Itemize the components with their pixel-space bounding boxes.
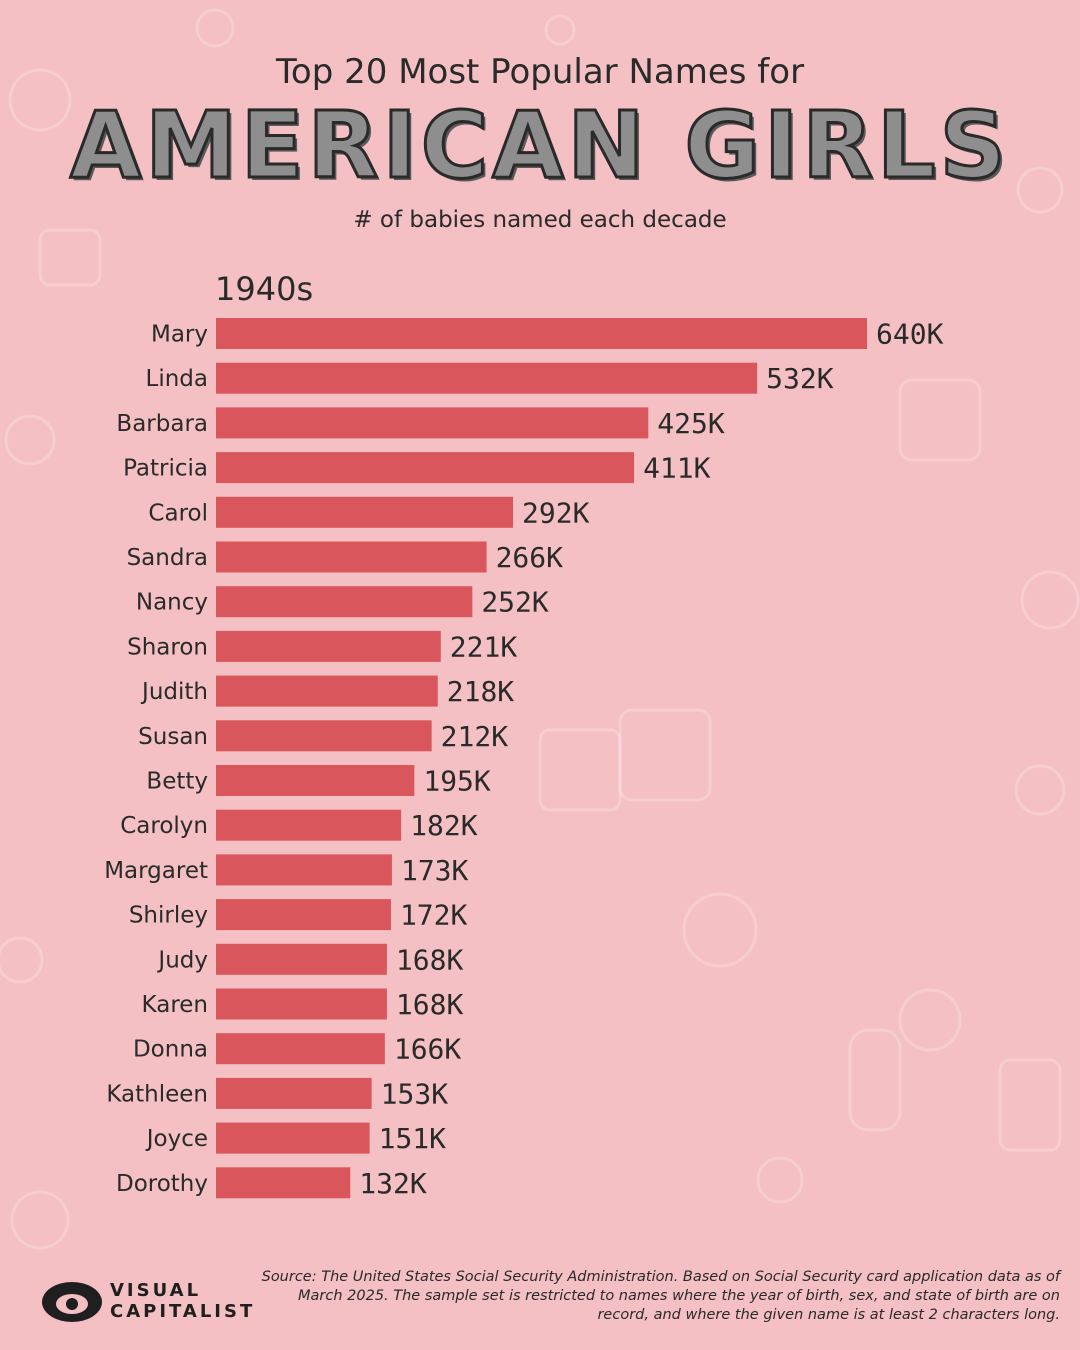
category-label: Kathleen — [106, 1081, 208, 1107]
bar-sandra — [216, 541, 487, 573]
category-label: Dorothy — [116, 1171, 208, 1197]
bar-linda — [216, 362, 758, 394]
category-label: Donna — [133, 1037, 208, 1063]
category-label: Nancy — [136, 590, 208, 616]
value-label: 153K — [381, 1077, 449, 1110]
category-label: Judith — [140, 679, 208, 705]
category-label: Sharon — [127, 634, 208, 660]
value-label: 640K — [876, 318, 944, 351]
value-label: 168K — [396, 988, 464, 1021]
category-label: Shirley — [129, 903, 208, 929]
value-label: 182K — [410, 809, 478, 842]
logo-line-2: CAPITALIST — [110, 1301, 256, 1322]
value-label: 218K — [447, 675, 515, 708]
value-label: 411K — [643, 452, 711, 485]
value-label: 173K — [401, 854, 469, 887]
value-label: 132K — [359, 1167, 427, 1200]
category-label: Sandra — [127, 545, 208, 571]
visual-capitalist-logo-icon — [42, 1282, 102, 1322]
value-label: 168K — [396, 943, 464, 976]
category-label: Karen — [142, 992, 208, 1018]
source-note: Source: The United States Social Securit… — [261, 1269, 1060, 1323]
bar-carol — [216, 496, 514, 528]
bar-judy — [216, 943, 387, 975]
category-label: Margaret — [104, 858, 208, 884]
category-label: Carol — [148, 500, 208, 526]
bar-patricia — [216, 452, 635, 484]
bar-margaret — [216, 854, 392, 886]
page-title: AMERICAN GIRLS — [69, 91, 1010, 201]
bar-dorothy — [216, 1167, 351, 1199]
category-label: Judy — [156, 947, 208, 973]
value-label: 252K — [481, 586, 549, 619]
value-label: 221K — [450, 630, 518, 663]
category-label: Carolyn — [120, 813, 208, 839]
bar-kathleen — [216, 1077, 372, 1109]
bar-donna — [216, 1033, 385, 1065]
value-label: 195K — [423, 765, 491, 798]
category-label: Betty — [146, 769, 208, 795]
value-label: 266K — [496, 541, 564, 574]
bar-sharon — [216, 630, 441, 662]
decade-label: 1940s — [215, 270, 314, 308]
value-label: 532K — [766, 362, 834, 395]
value-label: 212K — [441, 720, 509, 753]
bar-judith — [216, 675, 438, 707]
category-label: Patricia — [123, 456, 208, 482]
category-label: Linda — [146, 366, 208, 392]
bar-betty — [216, 765, 415, 796]
value-label: 292K — [522, 496, 590, 529]
bar-karen — [216, 988, 387, 1020]
category-label: Susan — [138, 724, 208, 750]
subtitle: # of babies named each decade — [353, 207, 727, 233]
value-label: 166K — [394, 1033, 462, 1066]
bar-carolyn — [216, 809, 402, 841]
logo: VISUAL CAPITALIST — [40, 1276, 260, 1326]
category-label: Joyce — [145, 1126, 208, 1152]
bar-mary — [216, 318, 867, 349]
pre-title: Top 20 Most Popular Names for — [275, 52, 805, 92]
value-label: 172K — [400, 899, 468, 932]
value-label: 151K — [379, 1122, 447, 1155]
value-label: 425K — [657, 407, 725, 440]
category-label: Mary — [151, 322, 208, 348]
bar-joyce — [216, 1122, 370, 1154]
bar-shirley — [216, 899, 391, 931]
bar-nancy — [216, 586, 473, 618]
bar-susan — [216, 720, 432, 752]
bar-barbara — [216, 407, 649, 439]
logo-line-1: VISUAL — [110, 1280, 202, 1301]
category-label: Barbara — [116, 411, 208, 437]
